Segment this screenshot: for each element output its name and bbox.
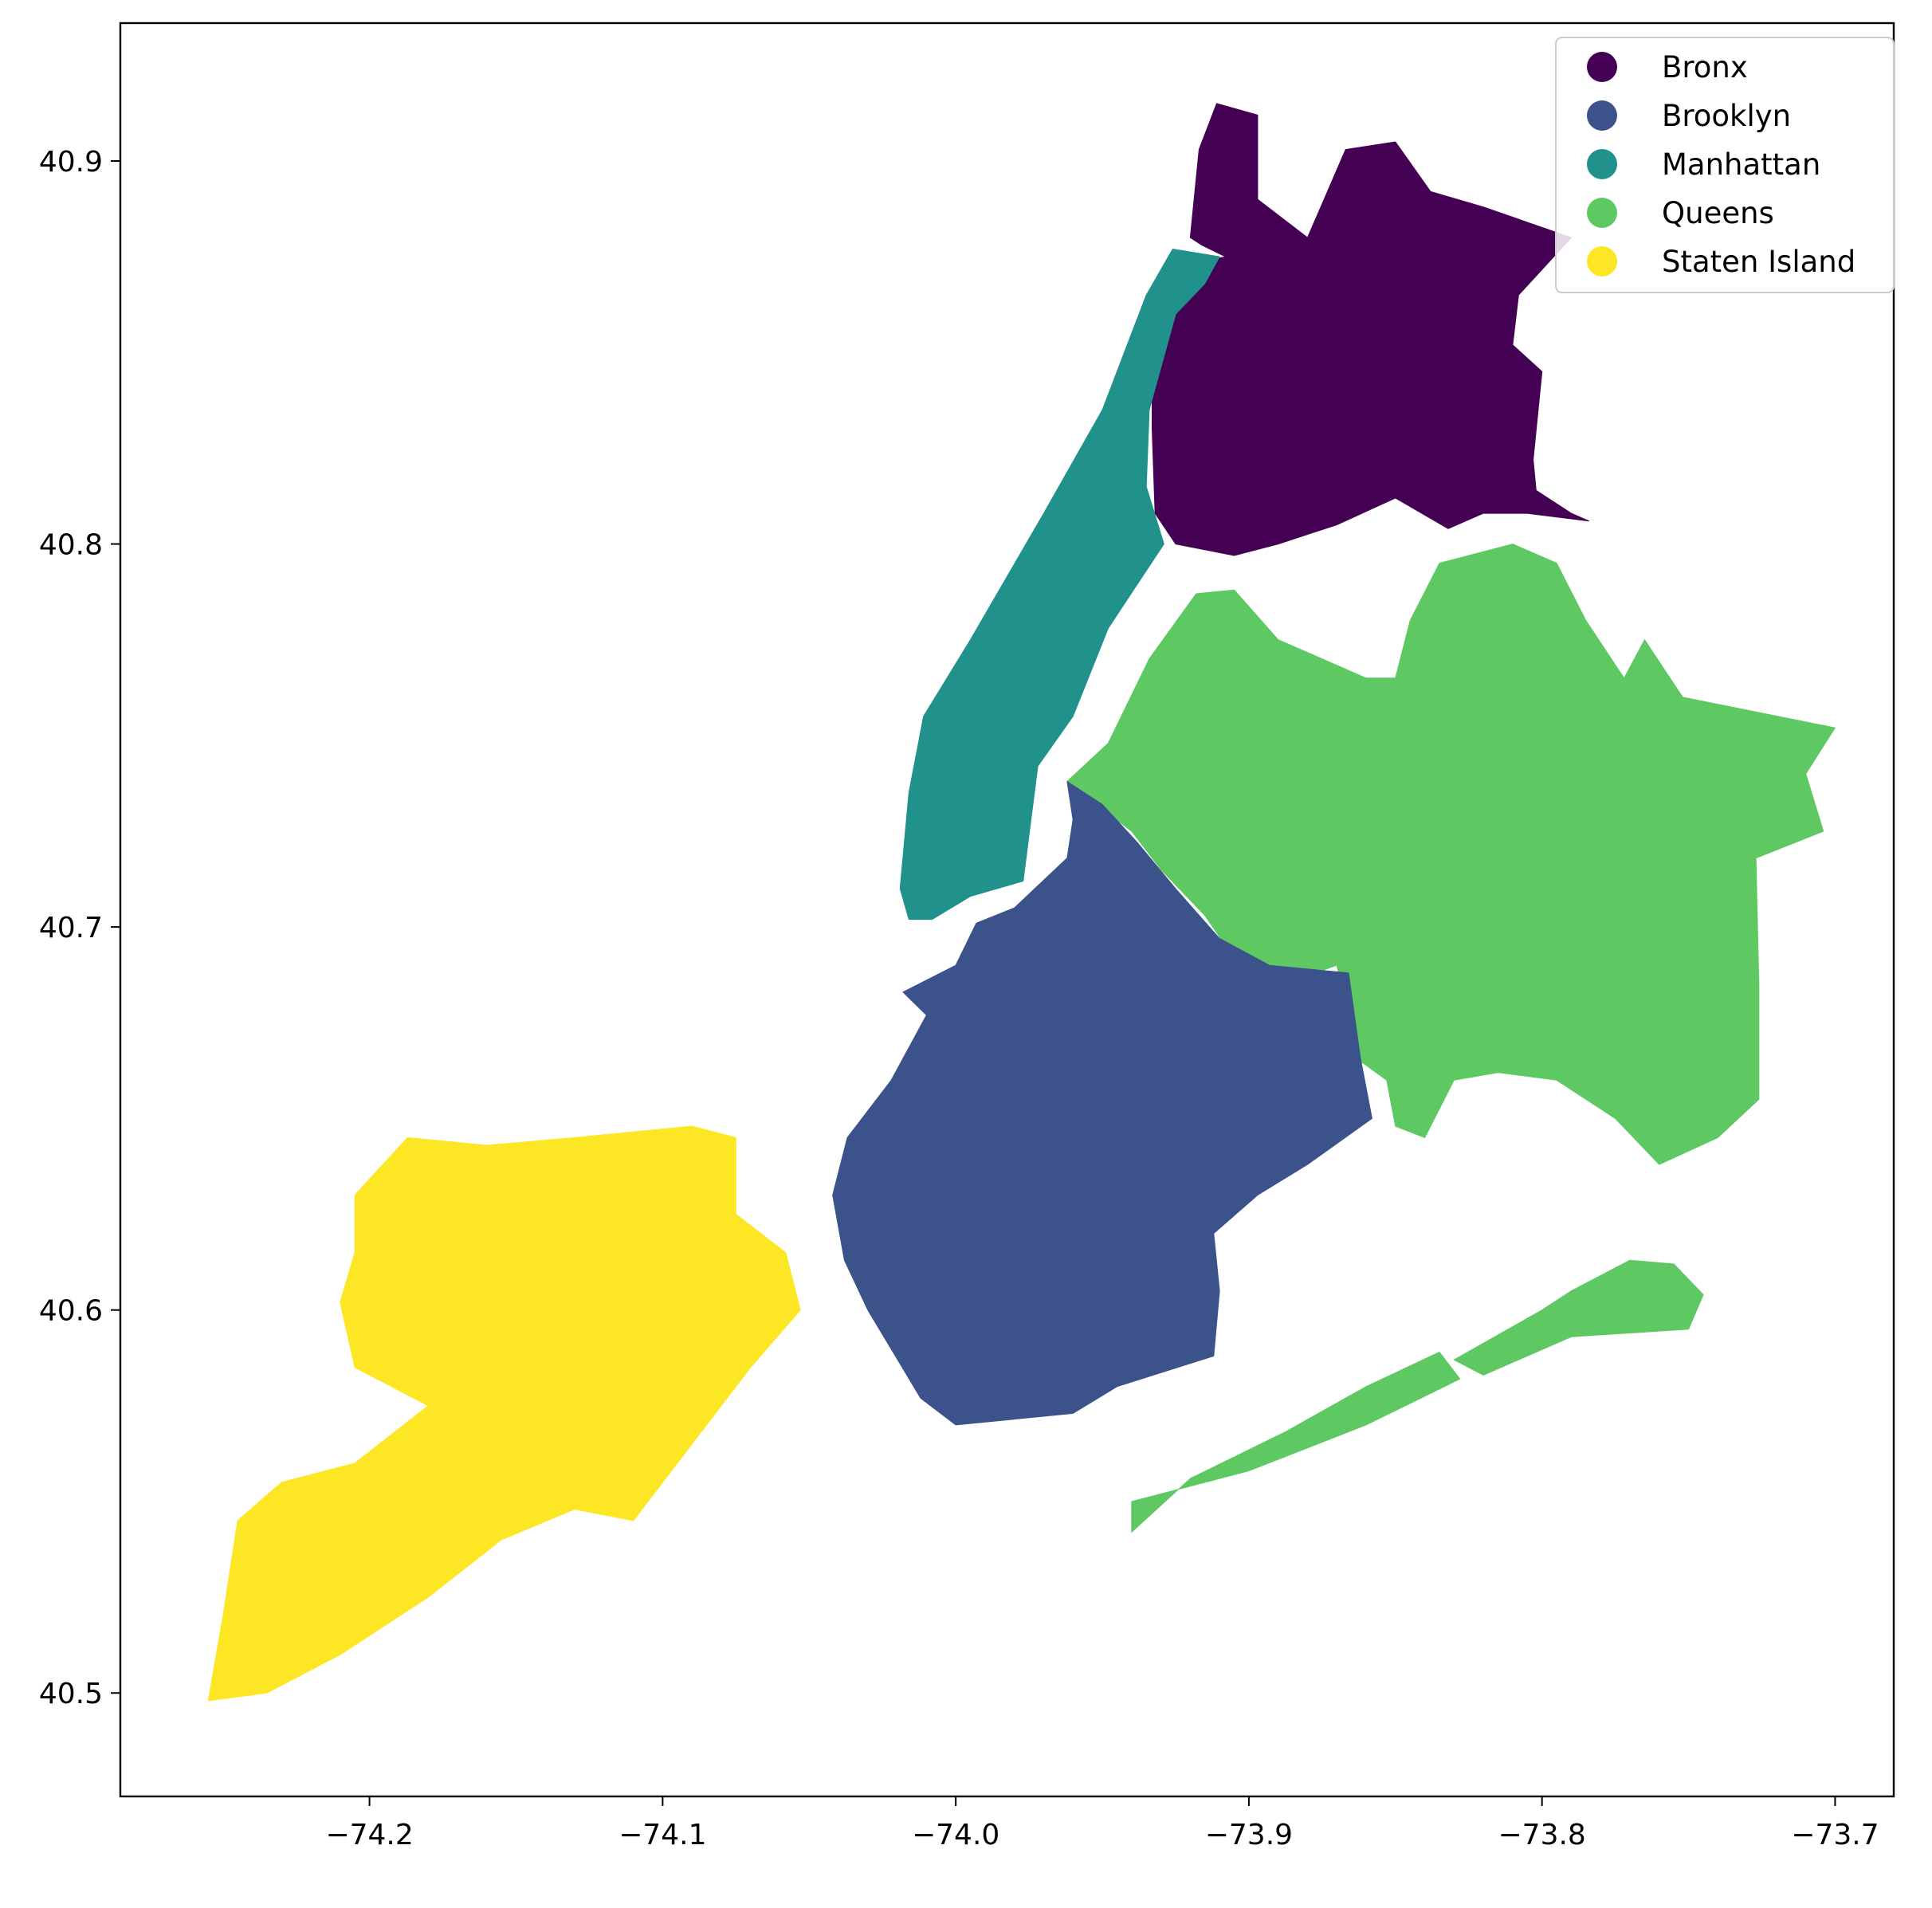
legend-box	[1555, 37, 1895, 293]
y-tick-label: 40.5	[39, 1678, 103, 1710]
y-tick-label: 40.6	[39, 1295, 103, 1328]
borough-queens-polygon-2	[1453, 1259, 1704, 1376]
axes-frame	[119, 22, 1895, 1798]
borough-manhattan-polygon-0	[899, 249, 1220, 920]
x-tick-label: −73.9	[1205, 1819, 1293, 1851]
borough-brooklyn-polygon-0	[832, 781, 1372, 1426]
borough-queens	[1066, 544, 1836, 1533]
legend-marker-manhattan	[1587, 149, 1617, 179]
x-tick-label: −73.7	[1791, 1819, 1879, 1851]
x-axis: −74.2 −74.1 −74.0 −73.9 −73.8 −73.7	[325, 1796, 1879, 1851]
legend-marker-queens	[1587, 198, 1617, 228]
legend-label-bronx: Bronx	[1662, 50, 1748, 84]
legend-label-brooklyn: Brooklyn	[1662, 99, 1791, 133]
legend-label-queens: Queens	[1662, 196, 1774, 230]
borough-queens-polygon-1	[1131, 1352, 1461, 1533]
y-tick-label: 40.7	[39, 912, 103, 944]
borough-manhattan	[899, 249, 1220, 920]
legend-label-staten-island: Staten Island	[1662, 245, 1855, 279]
x-tick-label: −73.8	[1498, 1819, 1586, 1851]
borough-brooklyn	[832, 781, 1372, 1426]
y-tick-label: 40.9	[39, 146, 103, 179]
legend-marker-staten-island	[1587, 246, 1617, 277]
y-tick-label: 40.8	[39, 529, 103, 562]
legend-marker-bronx	[1587, 52, 1617, 82]
borough-staten-island-polygon-0	[207, 1125, 801, 1702]
borough-staten-island	[207, 1125, 801, 1702]
y-axis: 40.5 40.6 40.7 40.8 40.9	[39, 146, 120, 1710]
x-tick-label: −74.1	[618, 1819, 706, 1851]
borough-layer	[207, 103, 1836, 1702]
legend-label-manhattan: Manhattan	[1662, 147, 1820, 182]
x-tick-label: −74.0	[912, 1819, 999, 1851]
legend: Bronx Brooklyn Manhattan Queens Staten I…	[1555, 37, 1895, 293]
legend-marker-brooklyn	[1587, 100, 1617, 131]
x-tick-label: −74.2	[325, 1819, 413, 1851]
